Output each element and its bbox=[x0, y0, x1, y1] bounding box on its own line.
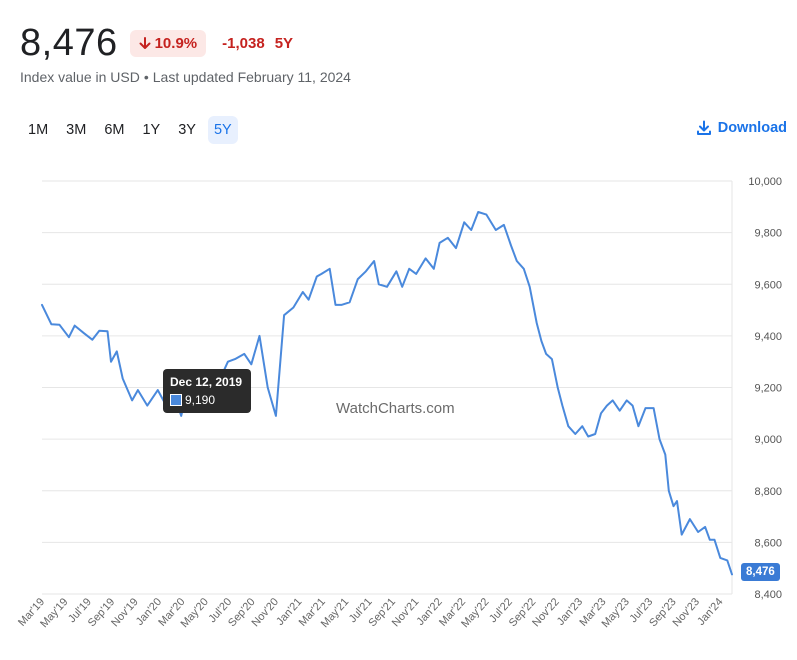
last-updated: Last updated February 11, 2024 bbox=[152, 69, 351, 85]
index-value: 8,476 bbox=[20, 22, 118, 64]
subtitle-separator: • bbox=[143, 69, 149, 85]
header: 8,476 10.9% -1,038 5Y bbox=[20, 22, 293, 65]
y-tick-label: 9,800 bbox=[754, 228, 782, 240]
range-6m-button[interactable]: 6M bbox=[104, 122, 125, 138]
y-tick-label: 9,400 bbox=[754, 331, 782, 343]
y-tick-label: 9,200 bbox=[754, 383, 782, 395]
range-1y-button[interactable]: 1Y bbox=[142, 122, 161, 138]
change-period: 5Y bbox=[274, 35, 294, 52]
subtitle: Index value in USD • Last updated February… bbox=[20, 69, 351, 85]
hover-tooltip: Dec 12, 2019 9,190 bbox=[163, 369, 251, 413]
y-tick-label: 8,400 bbox=[754, 589, 782, 601]
download-icon bbox=[696, 120, 711, 135]
series-swatch bbox=[170, 394, 182, 406]
range-selector: 1M 3M 6M 1Y 3Y 5Y bbox=[22, 116, 238, 144]
tooltip-value: 9,190 bbox=[185, 393, 216, 407]
range-5y-button[interactable]: 5Y bbox=[207, 116, 238, 144]
range-1m-button[interactable]: 1M bbox=[28, 122, 49, 138]
tooltip-date: Dec 12, 2019 bbox=[170, 375, 243, 389]
change-percent: 10.9% bbox=[154, 35, 198, 52]
tooltip-value-row: 9,190 bbox=[170, 393, 215, 407]
current-value-badge: 8,476 bbox=[741, 563, 780, 581]
range-3m-button[interactable]: 3M bbox=[66, 122, 87, 138]
subtitle-currency: Index value in USD bbox=[20, 69, 140, 85]
change-percent-badge: 10.9% bbox=[129, 30, 207, 57]
y-tick-label: 8,800 bbox=[754, 486, 782, 498]
series-line bbox=[41, 211, 733, 576]
change-absolute: -1,038 bbox=[222, 35, 265, 52]
y-tick-label: 9,600 bbox=[754, 279, 782, 291]
price-chart[interactable]: 10,000 9,800 9,600 9,400 9,200 9,000 8,800 8,60… bbox=[0, 160, 797, 660]
x-tick-label: Jan'24 bbox=[695, 596, 725, 628]
arrow-down-icon bbox=[139, 37, 151, 49]
y-tick-label: 9,000 bbox=[754, 434, 782, 446]
download-button[interactable]: Download bbox=[696, 120, 787, 136]
watermark: WatchCharts.com bbox=[336, 400, 455, 417]
y-tick-label: 10,000 bbox=[748, 176, 782, 188]
range-3y-button[interactable]: 3Y bbox=[178, 122, 196, 138]
download-label: Download bbox=[717, 120, 787, 136]
y-tick-label: 8,600 bbox=[754, 537, 782, 549]
